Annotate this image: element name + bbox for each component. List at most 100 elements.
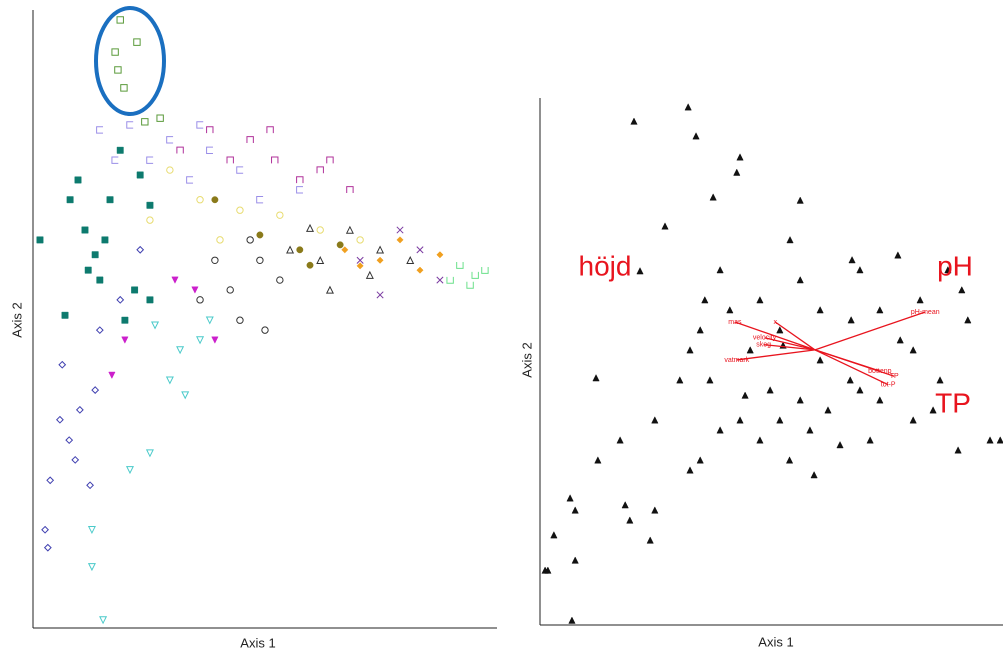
point [856, 386, 864, 394]
point [236, 316, 244, 324]
point [296, 246, 304, 254]
point [306, 261, 314, 269]
vector-label: velocity [753, 335, 777, 342]
point [206, 146, 213, 154]
point [696, 456, 704, 464]
point [436, 251, 444, 259]
point [571, 506, 579, 514]
point [684, 103, 692, 111]
point [341, 246, 349, 254]
biplot-vector [734, 321, 816, 351]
point [236, 166, 244, 174]
point [116, 295, 125, 304]
vector-label: vatmark [724, 357, 749, 364]
point [146, 201, 154, 209]
point [806, 426, 814, 434]
point [396, 236, 404, 244]
point [186, 176, 194, 184]
point [133, 38, 141, 46]
point [111, 48, 119, 56]
point [686, 346, 694, 354]
point [416, 266, 424, 274]
point [776, 326, 784, 334]
point [929, 406, 937, 414]
point [246, 136, 254, 143]
point [746, 346, 754, 354]
point [211, 196, 219, 204]
point [165, 376, 174, 385]
point [266, 126, 274, 134]
point [96, 276, 104, 284]
point [709, 193, 717, 201]
point [71, 455, 80, 464]
point [876, 306, 884, 314]
point [146, 296, 154, 304]
point [196, 336, 205, 345]
point [276, 276, 284, 284]
point [87, 563, 96, 572]
point [276, 211, 284, 219]
point [471, 271, 479, 279]
point [101, 236, 109, 244]
point [836, 441, 844, 449]
point [846, 376, 854, 384]
point [141, 118, 149, 126]
point [376, 245, 385, 254]
vector-label: skog [756, 341, 771, 348]
point [954, 446, 962, 454]
point [226, 286, 234, 294]
point [636, 267, 644, 275]
point [211, 256, 219, 264]
point [91, 386, 100, 394]
point [396, 226, 404, 234]
point [916, 296, 924, 304]
point [146, 216, 154, 224]
point [121, 316, 129, 324]
point [810, 471, 818, 479]
vector-label: tot-P [881, 382, 896, 389]
y-axis-label: Axis 2 [9, 302, 24, 337]
point [196, 296, 204, 304]
point [686, 466, 694, 474]
point [566, 494, 574, 502]
point [236, 206, 244, 214]
point [325, 285, 334, 294]
point [568, 616, 576, 624]
point [958, 286, 966, 294]
point [146, 156, 154, 164]
point [376, 256, 384, 264]
point [271, 156, 279, 164]
biplot-vector [774, 321, 816, 351]
vector-label: mas [728, 319, 742, 326]
point [206, 126, 214, 134]
point [736, 416, 744, 424]
point [356, 236, 364, 244]
vector-label: x [773, 319, 777, 326]
point [716, 426, 724, 434]
point [692, 132, 700, 140]
point [894, 251, 902, 259]
point [766, 386, 774, 394]
point [466, 281, 474, 289]
biplot-vector [736, 349, 816, 361]
point [651, 506, 659, 514]
biplot-vector [814, 311, 926, 351]
point [36, 236, 44, 244]
point [151, 321, 160, 330]
point [571, 556, 579, 564]
point [216, 236, 224, 244]
point [95, 326, 104, 335]
point [356, 256, 364, 264]
point [646, 536, 654, 544]
point [131, 286, 139, 294]
point [43, 543, 52, 552]
point [66, 196, 74, 204]
point [456, 262, 464, 269]
point [816, 306, 824, 314]
vector-label: pH-mean [911, 309, 940, 316]
point [866, 436, 874, 444]
point [909, 416, 917, 424]
point [111, 156, 119, 164]
point [196, 196, 204, 204]
point [125, 466, 134, 475]
